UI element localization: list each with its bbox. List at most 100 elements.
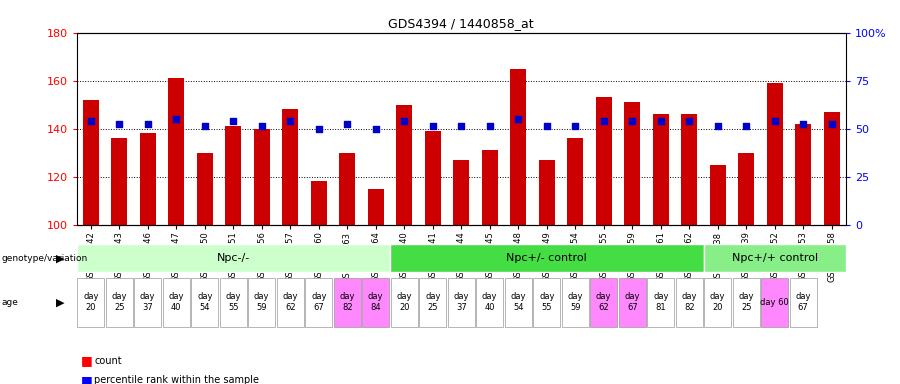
Text: day
54: day 54 xyxy=(510,292,526,313)
FancyBboxPatch shape xyxy=(761,278,788,327)
Bar xyxy=(310,182,327,225)
Text: day
54: day 54 xyxy=(197,292,212,313)
Bar xyxy=(83,100,99,225)
Text: ■: ■ xyxy=(81,374,93,384)
Text: day
25: day 25 xyxy=(425,292,440,313)
FancyBboxPatch shape xyxy=(476,278,503,327)
Bar xyxy=(425,131,441,225)
Bar xyxy=(567,138,583,225)
Bar xyxy=(681,114,698,225)
Bar xyxy=(112,138,127,225)
Text: day
20: day 20 xyxy=(83,292,98,313)
Point xyxy=(597,118,611,124)
Point xyxy=(653,118,668,124)
Text: age: age xyxy=(2,298,19,307)
Point xyxy=(311,126,326,132)
Point xyxy=(84,118,98,124)
Bar xyxy=(368,189,383,225)
Bar xyxy=(140,134,156,225)
FancyBboxPatch shape xyxy=(505,278,532,327)
Bar xyxy=(482,150,498,225)
Point xyxy=(711,123,725,129)
Point xyxy=(568,123,582,129)
Point xyxy=(397,118,411,124)
FancyBboxPatch shape xyxy=(76,245,390,272)
Point xyxy=(540,123,554,129)
Bar xyxy=(796,124,811,225)
Bar xyxy=(767,83,783,225)
Bar xyxy=(625,102,640,225)
Title: GDS4394 / 1440858_at: GDS4394 / 1440858_at xyxy=(389,17,534,30)
Text: day
55: day 55 xyxy=(539,292,554,313)
Text: day
67: day 67 xyxy=(796,292,811,313)
FancyBboxPatch shape xyxy=(590,278,617,327)
Text: day
82: day 82 xyxy=(339,292,355,313)
FancyBboxPatch shape xyxy=(447,278,475,327)
Bar xyxy=(254,129,270,225)
Bar xyxy=(510,69,526,225)
Bar xyxy=(225,126,241,225)
Text: day 60: day 60 xyxy=(760,298,789,307)
FancyBboxPatch shape xyxy=(419,278,446,327)
FancyBboxPatch shape xyxy=(391,278,418,327)
FancyBboxPatch shape xyxy=(647,278,674,327)
Text: day
67: day 67 xyxy=(625,292,640,313)
Point xyxy=(768,118,782,124)
FancyBboxPatch shape xyxy=(789,278,817,327)
Text: day
37: day 37 xyxy=(454,292,469,313)
Text: day
20: day 20 xyxy=(397,292,412,313)
Point xyxy=(112,121,126,127)
Text: count: count xyxy=(94,356,122,366)
Point xyxy=(511,116,526,122)
Bar xyxy=(197,152,212,225)
Point xyxy=(796,121,810,127)
Point xyxy=(198,123,212,129)
FancyBboxPatch shape xyxy=(220,278,247,327)
Point xyxy=(283,118,297,124)
Bar xyxy=(539,160,554,225)
Bar xyxy=(396,104,412,225)
Text: day
62: day 62 xyxy=(283,292,298,313)
FancyBboxPatch shape xyxy=(248,278,275,327)
Point xyxy=(625,118,639,124)
Bar xyxy=(454,160,469,225)
FancyBboxPatch shape xyxy=(362,278,390,327)
Point xyxy=(226,118,240,124)
Text: day
59: day 59 xyxy=(254,292,269,313)
Text: day
81: day 81 xyxy=(653,292,669,313)
Bar xyxy=(824,112,840,225)
Point xyxy=(255,123,269,129)
Text: day
82: day 82 xyxy=(681,292,697,313)
Text: day
40: day 40 xyxy=(482,292,498,313)
FancyBboxPatch shape xyxy=(618,278,646,327)
Text: Npc+/+ control: Npc+/+ control xyxy=(732,253,818,263)
Text: day
40: day 40 xyxy=(168,292,184,313)
FancyBboxPatch shape xyxy=(134,278,161,327)
Bar xyxy=(339,152,356,225)
Point xyxy=(340,121,355,127)
Text: day
20: day 20 xyxy=(710,292,725,313)
Bar xyxy=(652,114,669,225)
FancyBboxPatch shape xyxy=(334,278,361,327)
Bar xyxy=(168,78,184,225)
FancyBboxPatch shape xyxy=(733,278,760,327)
Text: day
25: day 25 xyxy=(739,292,754,313)
FancyBboxPatch shape xyxy=(533,278,561,327)
Point xyxy=(454,123,468,129)
Bar xyxy=(596,98,612,225)
Text: day
37: day 37 xyxy=(140,292,156,313)
Point xyxy=(682,118,697,124)
Text: day
59: day 59 xyxy=(568,292,583,313)
FancyBboxPatch shape xyxy=(276,278,304,327)
FancyBboxPatch shape xyxy=(191,278,219,327)
Text: day
62: day 62 xyxy=(596,292,611,313)
Text: day
84: day 84 xyxy=(368,292,383,313)
FancyBboxPatch shape xyxy=(562,278,589,327)
Point xyxy=(482,123,497,129)
Text: day
67: day 67 xyxy=(311,292,327,313)
Point xyxy=(169,116,184,122)
FancyBboxPatch shape xyxy=(305,278,332,327)
FancyBboxPatch shape xyxy=(77,278,104,327)
Text: percentile rank within the sample: percentile rank within the sample xyxy=(94,375,259,384)
Point xyxy=(140,121,155,127)
